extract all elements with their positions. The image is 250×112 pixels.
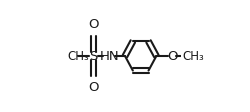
Text: O: O bbox=[167, 50, 177, 62]
Text: S: S bbox=[90, 50, 98, 62]
Text: CH₃: CH₃ bbox=[67, 50, 89, 62]
Text: O: O bbox=[88, 81, 99, 94]
Text: HN: HN bbox=[100, 50, 119, 62]
Text: O: O bbox=[88, 18, 99, 31]
Text: CH₃: CH₃ bbox=[182, 50, 204, 62]
